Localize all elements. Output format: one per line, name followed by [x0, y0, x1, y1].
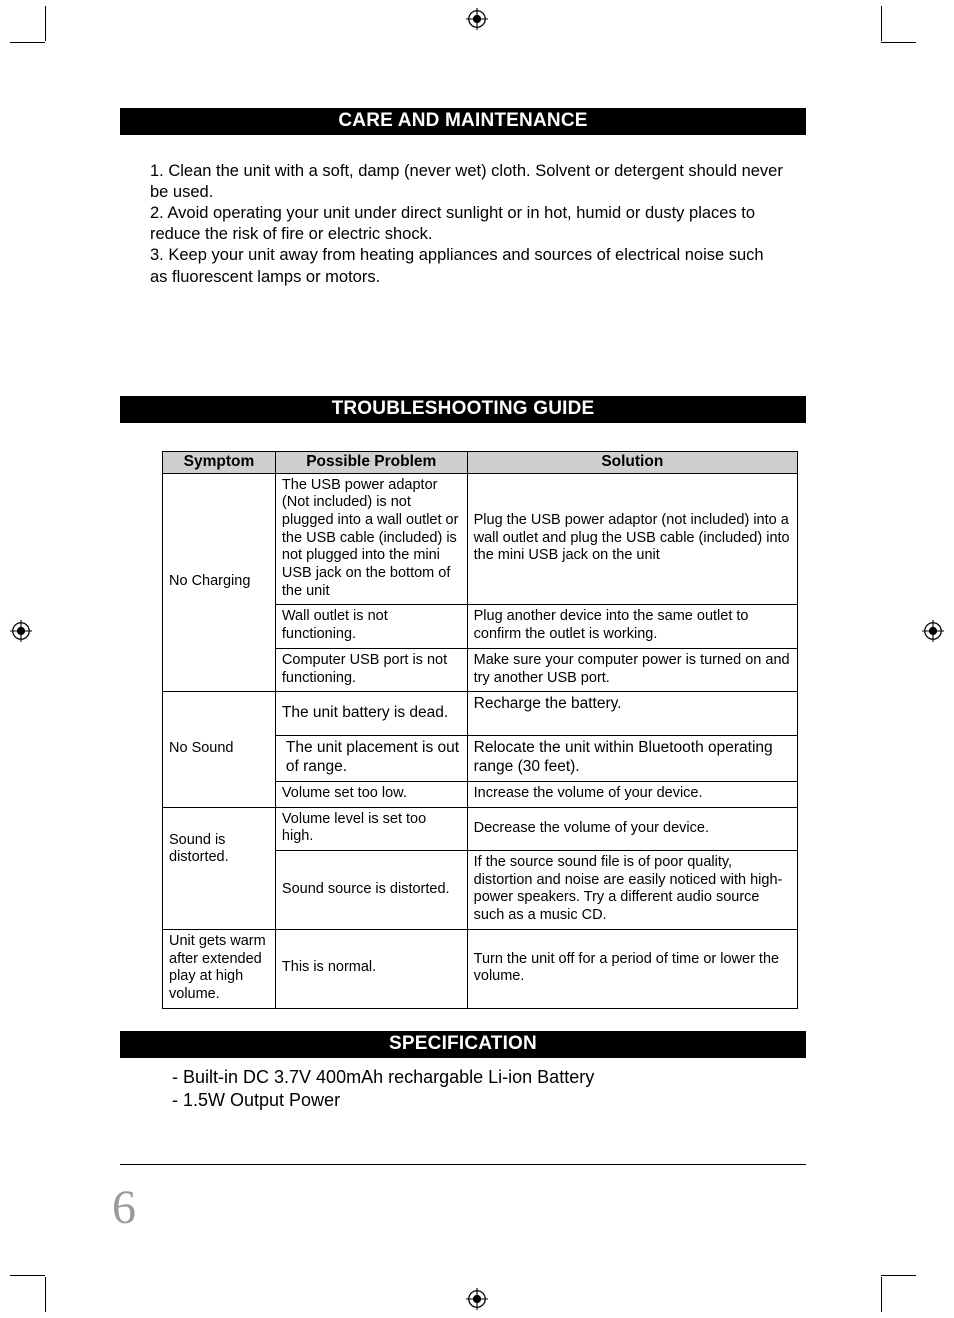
- spec-line: - Built-in DC 3.7V 400mAh rechargable Li…: [172, 1066, 806, 1089]
- problem-cell: Volume level is set too high.: [275, 807, 467, 850]
- crop-mark: [45, 1277, 46, 1312]
- spec-line: - 1.5W Output Power: [172, 1089, 806, 1112]
- table-row: Unit gets warm after extended play at hi…: [163, 929, 798, 1008]
- symptom-cell: Sound is distorted.: [163, 807, 276, 929]
- problem-cell: Computer USB port is not functioning.: [275, 648, 467, 691]
- crop-mark: [881, 42, 916, 43]
- table-header-row: Symptom Possible Problem Solution: [163, 451, 798, 473]
- crop-mark: [45, 6, 46, 41]
- care-body: 1. Clean the unit with a soft, damp (nev…: [150, 161, 801, 288]
- page-number: 6: [112, 1180, 136, 1235]
- troubleshooting-table: Symptom Possible Problem Solution No Cha…: [162, 451, 798, 1009]
- symptom-cell: Unit gets warm after extended play at hi…: [163, 929, 276, 1008]
- solution-cell: Make sure your computer power is turned …: [467, 648, 797, 691]
- table-row: No Charging The USB power adaptor (Not i…: [163, 473, 798, 605]
- page-content: CARE AND MAINTENANCE 1. Clean the unit w…: [120, 108, 806, 1112]
- care-line: 3. Keep your unit away from heating appl…: [150, 245, 801, 266]
- solution-cell: Increase the volume of your device.: [467, 782, 797, 808]
- footer-rule: [120, 1164, 806, 1165]
- problem-cell: Wall outlet is not functioning.: [275, 605, 467, 648]
- solution-cell: Turn the unit off for a period of time o…: [467, 929, 797, 1008]
- solution-cell: Plug the USB power adaptor (not included…: [467, 473, 797, 605]
- table-row: Sound is distorted. Volume level is set …: [163, 807, 798, 850]
- table-row: No Sound The unit battery is dead. Recha…: [163, 692, 798, 736]
- symptom-cell: No Sound: [163, 692, 276, 808]
- care-line: 1. Clean the unit with a soft, damp (nev…: [150, 161, 801, 182]
- problem-cell: This is normal.: [275, 929, 467, 1008]
- registration-mark-icon: [922, 620, 944, 642]
- problem-cell: The USB power adaptor (Not included) is …: [275, 473, 467, 605]
- crop-mark: [881, 1277, 882, 1312]
- solution-cell: Relocate the unit within Bluetooth opera…: [467, 736, 797, 782]
- care-line: reduce the risk of fire or electric shoc…: [150, 224, 801, 245]
- registration-mark-icon: [10, 620, 32, 642]
- care-line: be used.: [150, 182, 801, 203]
- troubleshooting-heading: TROUBLESHOOTING GUIDE: [120, 396, 806, 423]
- care-line: as fluorescent lamps or motors.: [150, 267, 801, 288]
- care-heading: CARE AND MAINTENANCE: [120, 108, 806, 135]
- solution-cell: If the source sound file is of poor qual…: [467, 851, 797, 930]
- problem-cell: Volume set too low.: [275, 782, 467, 808]
- problem-cell: The unit placement is out of range.: [275, 736, 467, 782]
- symptom-cell: No Charging: [163, 473, 276, 692]
- problem-cell: Sound source is distorted.: [275, 851, 467, 930]
- table-header: Possible Problem: [275, 451, 467, 473]
- troubleshooting-table-wrap: Symptom Possible Problem Solution No Cha…: [120, 451, 806, 1009]
- care-line: 2. Avoid operating your unit under direc…: [150, 203, 801, 224]
- solution-cell: Decrease the volume of your device.: [467, 807, 797, 850]
- crop-mark: [881, 1275, 916, 1276]
- crop-mark: [881, 6, 882, 41]
- problem-cell: The unit battery is dead.: [275, 692, 467, 736]
- specification-body: - Built-in DC 3.7V 400mAh rechargable Li…: [172, 1066, 806, 1112]
- specification-heading: SPECIFICATION: [120, 1031, 806, 1058]
- crop-mark: [10, 42, 45, 43]
- solution-cell: Plug another device into the same outlet…: [467, 605, 797, 648]
- registration-mark-icon: [466, 8, 488, 30]
- solution-cell: Recharge the battery.: [467, 692, 797, 736]
- crop-mark: [10, 1275, 45, 1276]
- table-header: Solution: [467, 451, 797, 473]
- table-header: Symptom: [163, 451, 276, 473]
- registration-mark-icon: [466, 1288, 488, 1310]
